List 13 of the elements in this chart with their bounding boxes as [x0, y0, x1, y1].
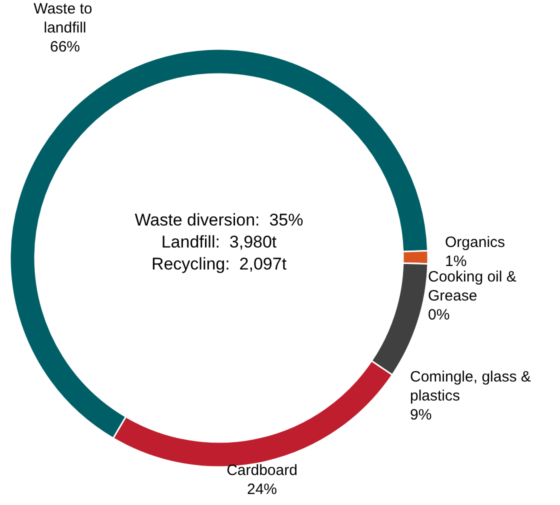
- slice-label: Comingle, glass & plastics: [410, 368, 536, 404]
- text: Waste diversion: 35%: [134, 210, 304, 230]
- slice-label: Waste to landfill: [34, 0, 96, 36]
- slice-label: Cardboard: [226, 462, 298, 479]
- slice-label: Organics: [445, 234, 506, 251]
- text: Landfill: 3,980t: [161, 232, 277, 252]
- text: 0%: [428, 306, 450, 324]
- data-label: 1%: [445, 253, 467, 270]
- data-label: 9%: [410, 406, 432, 424]
- text: Recycling: 2,097t: [151, 254, 287, 274]
- data-label: 24%: [246, 481, 278, 498]
- legend-label: Cooking oil & Grease: [428, 268, 521, 304]
- data-label: 66%: [50, 38, 80, 56]
